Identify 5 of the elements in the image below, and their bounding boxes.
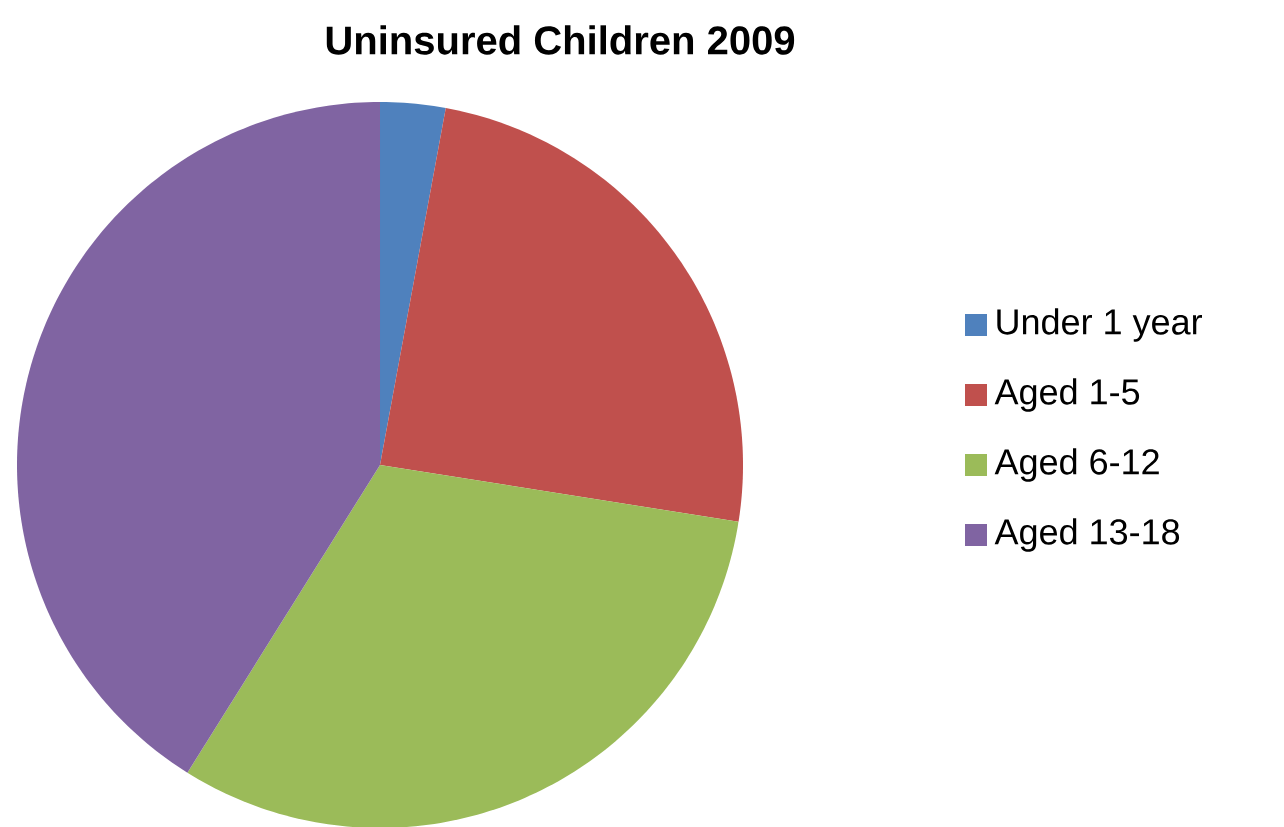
legend-label: Under 1 year xyxy=(997,308,1202,342)
legend-label: Aged 1-5 xyxy=(994,378,1140,412)
legend-label: Aged 6-12 xyxy=(994,448,1159,482)
legend-label: Aged 13-18 xyxy=(994,518,1180,552)
chart-title: Uninsured Children 2009 xyxy=(326,25,795,55)
